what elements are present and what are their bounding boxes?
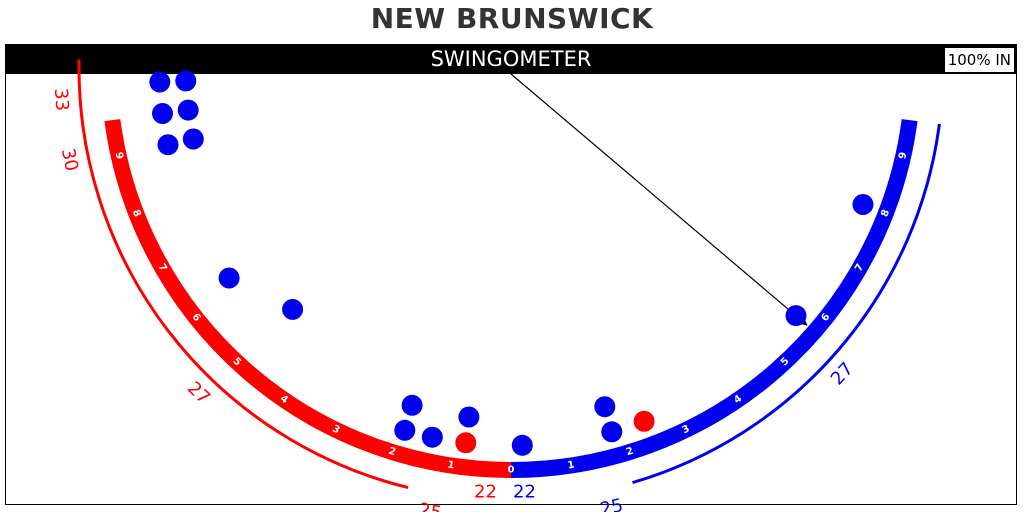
blue-scale-tick-3: 3 (680, 423, 691, 436)
riding-marker-blue (421, 426, 443, 448)
blue-swing-band (510, 119, 918, 478)
red-seat-label: 25 (417, 499, 443, 512)
riding-marker-blue (511, 434, 533, 456)
blue-seat-arc (632, 123, 941, 485)
red-scale-tick-4: 4 (278, 393, 290, 406)
riding-marker-blue (852, 194, 874, 215)
blue-scale-tick-7: 7 (853, 262, 866, 274)
red-seat-label: 33 (50, 87, 73, 111)
red-seat-label: 30 (57, 146, 82, 173)
blue-scale-tick-1: 1 (567, 460, 576, 472)
riding-markers (149, 70, 874, 456)
blue-scale-tick-8: 8 (879, 208, 892, 219)
blue-seat-label: 25 (598, 495, 625, 512)
riding-marker-blue (157, 134, 179, 156)
riding-marker-blue (394, 419, 416, 441)
riding-marker-blue (152, 103, 173, 124)
blue-scale-tick-4: 4 (732, 393, 744, 406)
red-scale-tick-3: 3 (330, 423, 341, 436)
riding-marker-red (633, 410, 655, 432)
riding-marker-blue (282, 298, 304, 320)
riding-marker-blue (175, 70, 197, 92)
red-scale-tick-9: 9 (113, 151, 125, 160)
riding-marker-blue (458, 406, 480, 428)
red-seat-label: 22 (474, 482, 497, 503)
red-swing-band (104, 119, 512, 478)
riding-marker-blue (182, 128, 204, 150)
swingometer-banner: SWINGOMETER (5, 44, 1017, 74)
riding-marker-blue (601, 421, 623, 443)
red-scale-tick-7: 7 (156, 262, 169, 274)
riding-marker-blue (594, 396, 616, 418)
riding-marker-blue (785, 305, 807, 327)
blue-scale-tick-2: 2 (625, 446, 635, 459)
page-title: NEW BRUNSWICK (370, 2, 654, 35)
riding-marker-blue (401, 394, 423, 416)
red-scale-tick-8: 8 (130, 208, 143, 219)
blue-seat-label: 22 (513, 482, 536, 503)
seat-count-arcs (77, 59, 941, 490)
riding-marker-blue (177, 99, 199, 121)
red-scale-tick-2: 2 (387, 446, 397, 459)
reporting-status-badge: 100% IN (943, 47, 1015, 73)
riding-marker-red (455, 432, 477, 454)
riding-marker-blue (149, 71, 171, 93)
swing-pointer-arrow (510, 73, 808, 326)
blue-seat-label: 27 (827, 358, 858, 389)
blue-scale-tick-0: 0 (508, 465, 515, 476)
riding-marker-blue (218, 267, 240, 289)
red-seat-arc (77, 59, 409, 490)
blue-scale-tick-9: 9 (897, 151, 909, 160)
red-seat-label: 27 (183, 378, 214, 409)
swing-pointer (510, 73, 808, 326)
red-scale-tick-1: 1 (447, 460, 456, 472)
swing-scale-band (104, 119, 918, 478)
